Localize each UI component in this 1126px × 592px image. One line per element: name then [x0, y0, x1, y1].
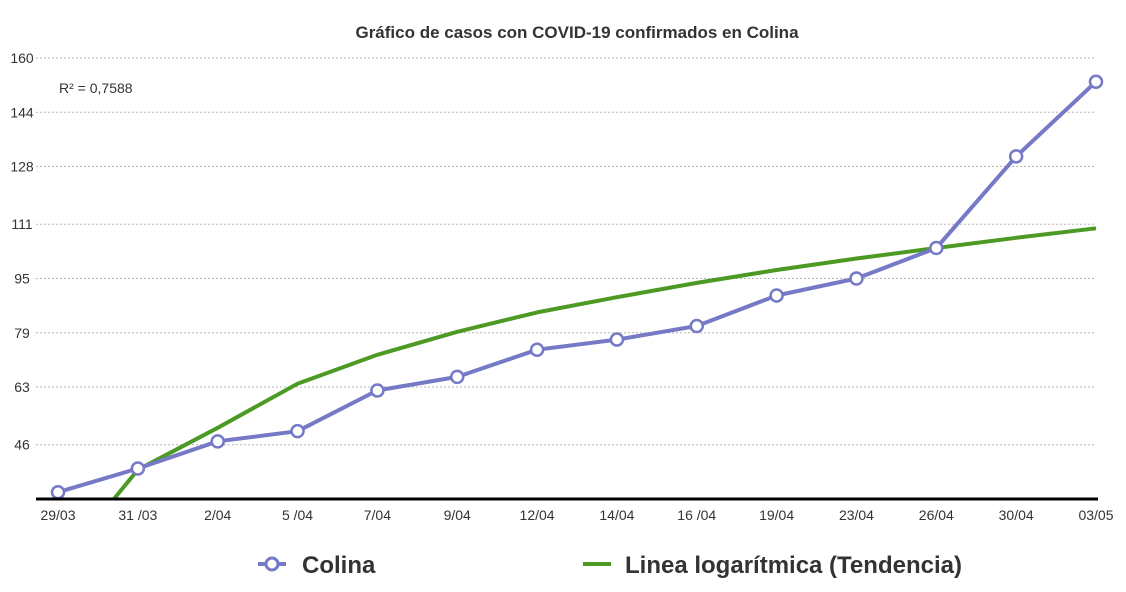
y-tick-label: 79: [14, 325, 30, 341]
legend-colina-marker: [264, 556, 280, 572]
y-tick-label: 46: [14, 437, 30, 453]
y-tick-label: 111: [11, 216, 32, 232]
colina-point: [449, 369, 465, 385]
x-tick-label: 14/04: [599, 507, 634, 523]
legend-trend-label: Linea logarítmica (Tendencia): [625, 552, 962, 579]
legend-item-colina: Colina: [258, 552, 376, 579]
chart-title: Gráfico de casos con COVID-19 confirmado…: [355, 23, 799, 42]
x-tick-label: 12/04: [520, 507, 555, 523]
colina-point: [769, 288, 784, 303]
x-tick-label: 31 /03: [118, 507, 157, 523]
r-squared-annotation: R² = 0,7588: [59, 80, 133, 96]
gridlines: [36, 57, 1096, 446]
x-tick-label: 30/04: [999, 507, 1034, 523]
legend-item-trend: Linea logarítmica (Tendencia): [583, 552, 962, 579]
x-axis-ticks: 29/03 31 /03 2/04 5 /04 7/04 9/04 12/04 14/04 16…: [40, 507, 1113, 523]
x-tick-label: 9/04: [444, 507, 471, 523]
y-tick-label: 95: [14, 271, 30, 287]
colina-point: [929, 240, 944, 256]
colina-point: [210, 434, 225, 449]
x-tick-label: 29/03: [40, 507, 75, 523]
y-tick-label: 63: [14, 379, 30, 395]
trendline: [112, 226, 1097, 501]
legend: Colina Linea logarítmica (Tendencia): [258, 552, 962, 579]
x-tick-label: 7/04: [364, 507, 391, 523]
x-tick-label: 2/04: [204, 507, 231, 523]
colina-point: [1008, 149, 1024, 164]
x-tick-label: 23/04: [839, 507, 874, 523]
trendline-path: [112, 226, 1097, 501]
y-tick-label: 160: [10, 50, 34, 66]
colina-point: [529, 342, 545, 357]
x-tick-label: 26/04: [919, 507, 954, 523]
colina-line: [57, 80, 1098, 495]
x-tick-label: 03/05: [1078, 507, 1113, 523]
x-tick-label: 19/04: [759, 507, 794, 523]
x-tick-label: 16 /04: [677, 507, 716, 523]
y-axis-ticks: 160 144 128 111 95 79 63 46: [10, 50, 34, 453]
colina-point: [689, 318, 705, 334]
series-colina: [50, 74, 1104, 500]
x-tick-label: 5 /04: [282, 507, 313, 523]
colina-point: [849, 271, 864, 286]
colina-point: [290, 423, 305, 439]
colina-point: [130, 461, 146, 476]
colina-point: [370, 383, 385, 398]
y-tick-label: 128: [10, 159, 34, 175]
legend-colina-label: Colina: [302, 552, 376, 579]
colina-point: [609, 332, 625, 347]
colina-point: [50, 484, 66, 500]
colina-point: [1088, 74, 1104, 89]
y-tick-label: 144: [10, 104, 34, 120]
